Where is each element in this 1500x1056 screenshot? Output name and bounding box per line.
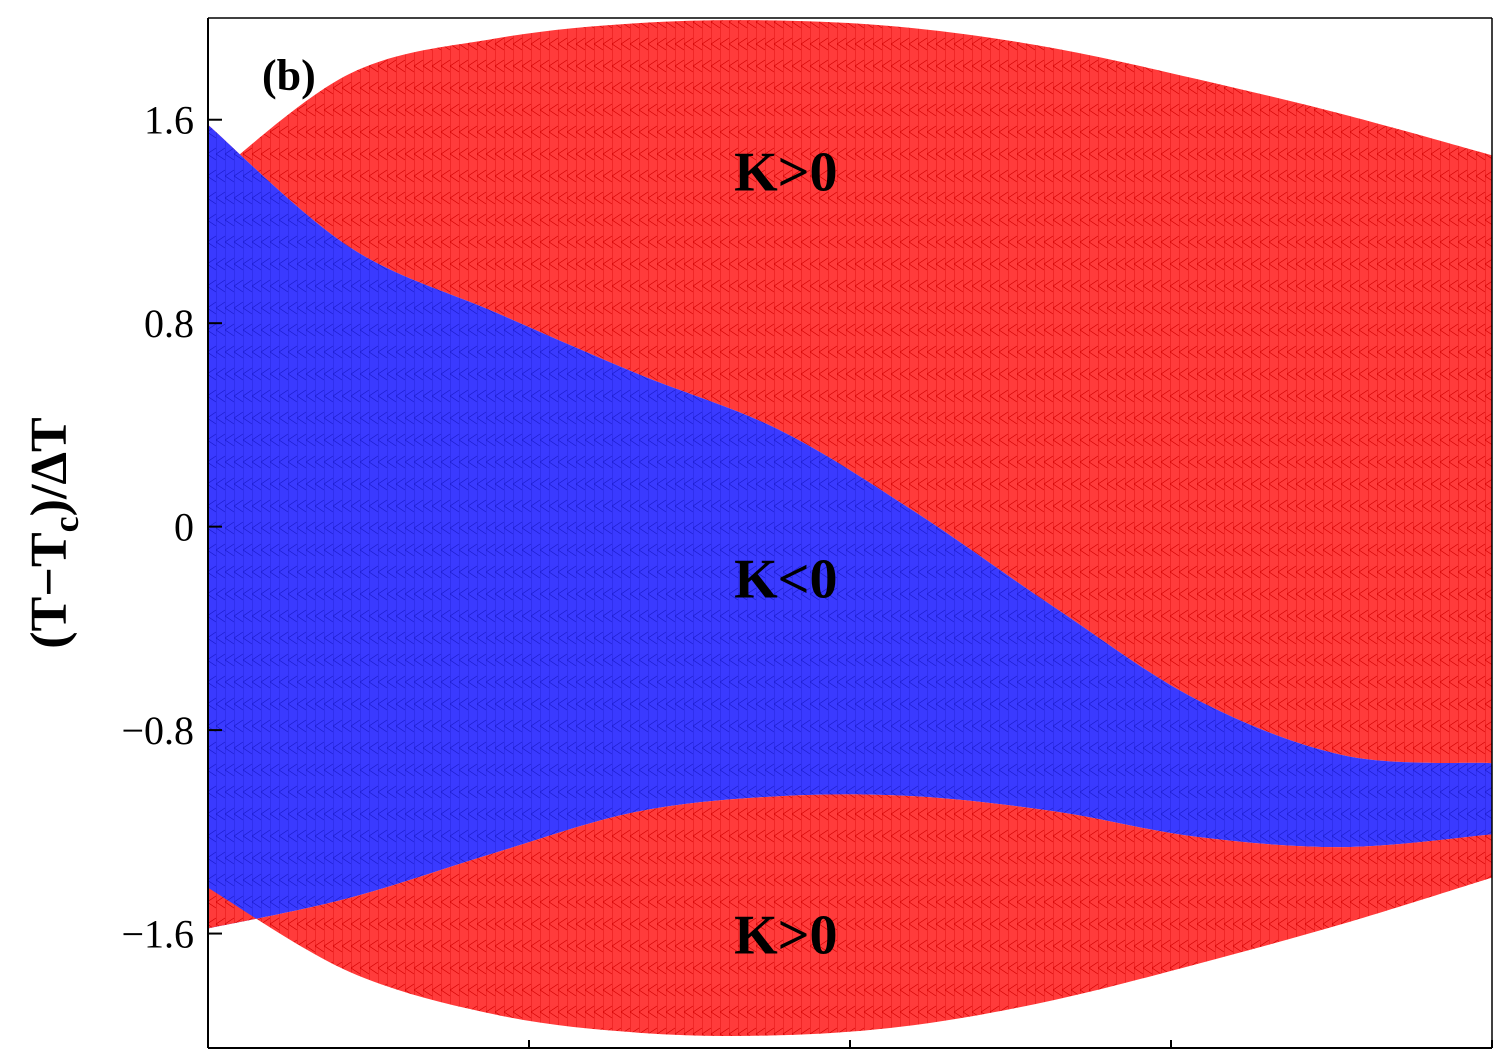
region-positive-top <box>208 20 1492 764</box>
region-label-negative-1: K<0 <box>734 549 837 611</box>
y-ticks: 1.6 0.8 0 −0.8 −1.6 <box>121 98 222 957</box>
y-axis-title-close: )/ΔT <box>21 417 78 516</box>
y-tick-label: 1.6 <box>144 98 194 143</box>
panel-label: (b) <box>262 51 316 100</box>
y-axis-title-sub: c <box>46 516 86 532</box>
region-label-positive-2: K>0 <box>734 905 837 967</box>
region-negative-middle <box>208 124 1492 929</box>
y-axis-title-open: (T−T <box>21 532 78 648</box>
y-tick-label: −1.6 <box>121 912 194 957</box>
region-label-positive-0: K>0 <box>734 142 837 204</box>
y-tick-label: 0 <box>174 505 194 550</box>
y-axis-title: (T−Tc)/ΔT <box>21 417 86 648</box>
x-ticks <box>528 1040 1493 1048</box>
region-labels: K>0 K<0 K>0 <box>734 142 837 967</box>
region-positive-bottom <box>208 794 1492 1036</box>
y-tick-label: −0.8 <box>121 708 194 753</box>
y-tick-label: 0.8 <box>144 301 194 346</box>
